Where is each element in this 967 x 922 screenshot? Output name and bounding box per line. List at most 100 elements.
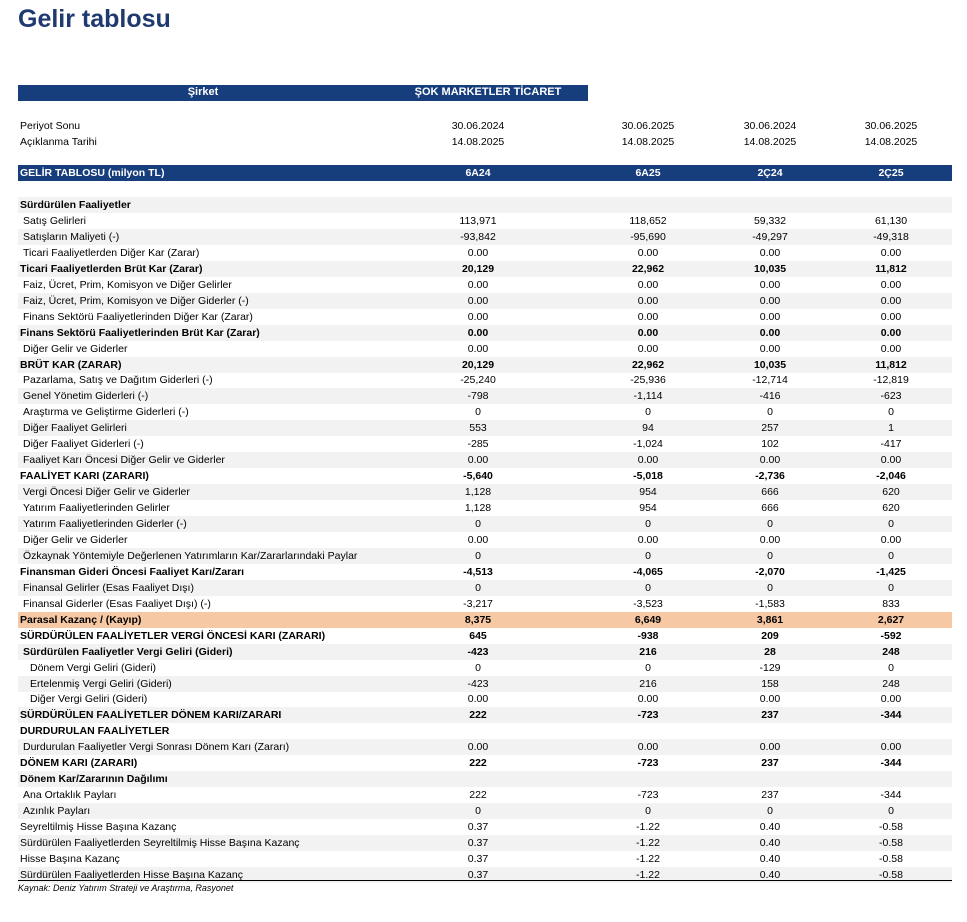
table-row: DURDURULAN FAALİYETLER <box>18 723 952 739</box>
row-value-col-4: 248 <box>882 677 900 690</box>
meta-row: Açıklanma Tarihi 14.08.2025 14.08.2025 14.0… <box>18 134 952 150</box>
row-value-col-3: 10,035 <box>753 262 787 275</box>
row-label: Yatırım Faaliyetlerinden Giderler (-) <box>23 518 187 530</box>
row-label: Faiz, Ücret, Prim, Komisyon ve Diğer Gid… <box>23 294 249 307</box>
row-label: Satış Gelirleri <box>23 214 87 227</box>
table-row: Durdurulan Faaliyetler Vergi Sonrası Dön… <box>18 739 952 756</box>
table-row: BRÜT KAR (ZARAR) 20,129 22,962 10,035 11,812 <box>18 356 952 373</box>
row-value-col-4: 0.00 <box>880 741 902 754</box>
row-value-col-3: 30.06.2024 <box>743 120 797 132</box>
row-label: Diğer Vergi Geliri (Gideri) <box>30 693 148 706</box>
row-value-col-4: 0 <box>888 406 894 419</box>
row-value-col-3: 209 <box>761 629 779 642</box>
row-value-col-3: 3,861 <box>756 613 784 626</box>
row-value-col-3: 666 <box>761 486 779 499</box>
row-label: DÖNEM KARI (ZARARI) <box>20 757 138 770</box>
row-value-col-2: 0.00 <box>637 693 659 706</box>
row-value-col-4: -0.58 <box>879 852 903 865</box>
row-value-col-2: 118,652 <box>629 214 667 227</box>
row-value-col-2: 0.00 <box>637 326 659 339</box>
row-label: Diğer Faaliyet Gelirleri <box>23 422 127 435</box>
row-label: Azınlık Payları <box>23 805 91 818</box>
row-value-col-3: 0.00 <box>759 693 781 706</box>
row-value-col-2: -95,690 <box>630 230 666 243</box>
page-title: Gelir tablosu <box>18 5 171 33</box>
row-label: BRÜT KAR (ZARAR) <box>20 358 122 371</box>
table-row: Diğer Gelir ve Giderler 0.00 0.00 0.00 0.00 <box>18 341 952 357</box>
row-value-col-3: 0.40 <box>759 821 781 834</box>
table-row: FAALİYET KARI (ZARARI) -5,640 -5,018 -2,736… <box>18 468 952 484</box>
row-value-col-1: 20,129 <box>461 358 495 371</box>
header-col-3: 2Ç24 <box>757 167 783 179</box>
row-value-col-3: 237 <box>761 709 779 722</box>
row-value-col-2: 30.06.2025 <box>621 120 675 132</box>
row-value-col-4: -0.58 <box>879 837 903 849</box>
row-label: Sürdürülen Faaliyetlerden Hisse Başına K… <box>20 868 243 881</box>
row-value-col-1: 20,129 <box>461 262 495 275</box>
row-label: Durdurulan Faaliyetler Vergi Sonrası Dön… <box>23 741 290 754</box>
row-value-col-4: 0 <box>888 805 894 818</box>
row-value-col-4: 11,812 <box>875 358 907 371</box>
table-row: Ertelenmiş Vergi Geliri (Gideri) -423 216 1… <box>18 675 952 692</box>
row-value-col-2: -1.22 <box>636 837 660 849</box>
row-label: Faiz, Ücret, Prim, Komisyon ve Diğer Gel… <box>23 278 232 291</box>
row-value-col-2: 0.00 <box>637 294 659 307</box>
row-value-col-2: -5,018 <box>633 470 663 483</box>
row-value-col-1: 0.00 <box>467 741 489 754</box>
row-value-col-2: -1.22 <box>636 852 660 865</box>
table-row: Araştırma ve Geliştirme Giderleri (-) 0 0 0… <box>18 404 952 420</box>
row-value-col-3: -1,583 <box>755 597 785 610</box>
row-label: FAALİYET KARI (ZARARI) <box>20 470 149 483</box>
row-value-col-2: 0 <box>645 518 651 530</box>
row-value-col-2: 14.08.2025 <box>621 136 675 148</box>
row-value-col-1: 0.37 <box>467 821 489 834</box>
table-row: Diğer Faaliyet Gelirleri 553 94 257 1 <box>18 420 952 437</box>
table-row: Ana Ortaklık Payları 222 -723 237 -344 <box>18 787 952 803</box>
row-value-col-2: 0 <box>645 805 651 818</box>
row-value-col-1: 0 <box>475 406 481 419</box>
row-label: Dönem Vergi Geliri (Gideri) <box>30 661 157 674</box>
row-value-col-1: 0.00 <box>467 454 489 467</box>
row-value-col-2: -1.22 <box>636 868 660 881</box>
row-label: Parasal Kazanç / (Kayıp) <box>20 613 142 626</box>
row-value-col-2: 0.00 <box>637 342 659 355</box>
row-label: Dönem Kar/Zararının Dağılımı <box>20 773 168 786</box>
row-value-col-4: 14.08.2025 <box>864 136 918 148</box>
row-value-col-4: -417 <box>880 438 902 451</box>
row-value-col-2: 216 <box>639 645 657 658</box>
row-label: Finansal Giderler (Esas Faaliyet Dışı) (… <box>23 597 211 610</box>
row-label: SÜRDÜRÜLEN FAALİYETLER DÖNEM KARI/ZARARI <box>20 709 282 722</box>
row-value-col-4: -344 <box>880 789 902 802</box>
row-value-col-1: -423 <box>467 645 489 658</box>
row-value-col-1: 0 <box>475 549 481 562</box>
row-value-col-4: 0.00 <box>880 294 902 307</box>
row-label: Diğer Gelir ve Giderler <box>23 342 128 355</box>
row-value-col-1: 30.06.2024 <box>451 120 505 132</box>
table-row: Vergi Öncesi Diğer Gelir ve Giderler 1,12… <box>18 484 952 501</box>
row-value-col-2: 0 <box>645 406 651 419</box>
row-value-col-3: 666 <box>761 502 779 515</box>
table-row: Genel Yönetim Giderleri (-) -798 -1,114 -41… <box>18 388 952 405</box>
row-value-col-2: -25,936 <box>630 374 666 387</box>
table-row: Finansal Giderler (Esas Faaliyet Dışı) (… <box>18 596 952 612</box>
row-label: Diğer Faaliyet Giderleri (-) <box>23 438 144 451</box>
row-label: Finansal Gelirler (Esas Faaliyet Dışı) <box>23 581 194 594</box>
row-value-col-1: -285 <box>467 438 489 451</box>
row-value-col-1: -93,842 <box>460 230 496 243</box>
row-value-col-3: 0 <box>767 518 773 530</box>
row-value-col-4: 0.00 <box>880 246 902 259</box>
row-value-col-4: -1,425 <box>876 565 906 578</box>
row-label: Sürdürülen Faaliyetler <box>20 199 131 211</box>
row-label: Genel Yönetim Giderleri (-) <box>23 390 149 403</box>
meta-row: Periyot Sonu 30.06.2024 30.06.2025 30.06.20… <box>18 118 952 134</box>
row-value-col-1: -5,640 <box>463 470 493 483</box>
row-label: DURDURULAN FAALİYETLER <box>20 725 170 738</box>
row-label: Finansman Gideri Öncesi Faaliyet Karı/Za… <box>20 565 245 578</box>
table-row: Ticari Faaliyetlerden Brüt Kar (Zarar) 20… <box>18 260 952 277</box>
row-value-col-1: 0.37 <box>467 837 489 849</box>
row-value-col-4: 0.00 <box>880 310 902 323</box>
row-label: Diğer Gelir ve Giderler <box>23 533 128 546</box>
row-value-col-3: -12,714 <box>752 374 788 387</box>
row-label: Sürdürülen Faaliyetler Vergi Geliri (Gid… <box>23 645 233 658</box>
header-col-2: 6A25 <box>635 167 661 179</box>
